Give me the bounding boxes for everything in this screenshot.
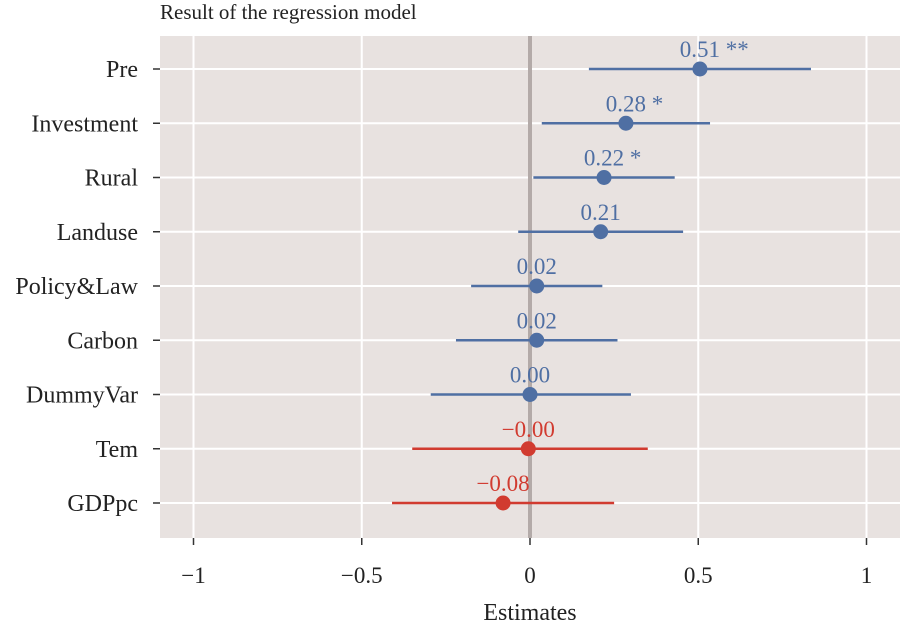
value-label: −0.08 [476,471,529,496]
estimate-point [596,170,612,185]
category-label: Pre [106,57,138,83]
x-tick-label: 0.5 [684,563,713,588]
estimate-point [593,224,609,240]
estimate-point [529,332,545,348]
value-label: 0.02 [517,254,557,279]
estimate-point [692,61,708,77]
estimate-point [522,387,538,402]
category-label: Rural [85,166,139,192]
x-axis-label: Estimates [483,600,576,624]
x-tick-label: −0.5 [341,563,383,588]
value-label: −0.00 [502,417,555,442]
value-label: 0.28 * [606,91,664,116]
category-label: Investment [31,111,138,137]
value-label: 0.22 * [584,146,642,171]
category-label: GDPpc [67,491,138,517]
value-label: 0.02 [517,308,557,333]
value-label: 0.21 [581,200,621,225]
category-label: DummyVar [26,383,138,409]
category-label: Landuse [57,220,138,246]
estimate-point [495,495,511,511]
chart-title: Result of the regression model [160,0,417,24]
x-tick-label: 1 [861,563,873,588]
category-label: Tem [96,437,139,463]
category-label: Policy&Law [15,274,138,300]
value-label: 0.00 [510,363,550,388]
x-tick-label: 0 [524,563,536,588]
x-tick-label: −1 [181,563,205,588]
estimate-point [618,115,634,131]
estimate-point [529,278,545,294]
value-label: 0.51 ** [680,37,749,62]
estimate-point [520,441,536,457]
category-label: Carbon [67,328,138,354]
